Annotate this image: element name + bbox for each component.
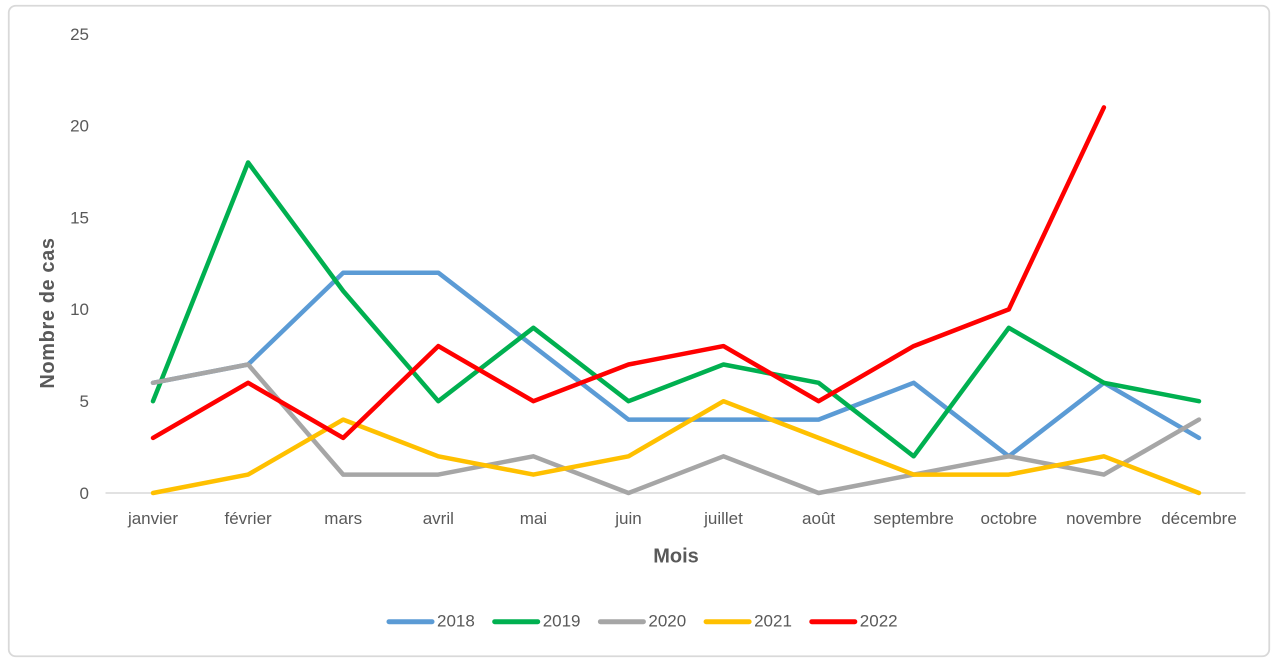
svg-text:décembre: décembre bbox=[1161, 509, 1237, 528]
svg-text:5: 5 bbox=[80, 392, 89, 411]
svg-text:Nombre de cas: Nombre de cas bbox=[37, 237, 59, 388]
svg-text:mai: mai bbox=[520, 509, 547, 528]
svg-text:juillet: juillet bbox=[703, 509, 743, 528]
svg-text:octobre: octobre bbox=[980, 509, 1037, 528]
svg-text:janvier: janvier bbox=[127, 509, 178, 528]
svg-text:25: 25 bbox=[70, 25, 89, 44]
svg-text:novembre: novembre bbox=[1066, 509, 1142, 528]
svg-text:février: février bbox=[224, 509, 272, 528]
svg-text:septembre: septembre bbox=[874, 509, 954, 528]
svg-text:2021: 2021 bbox=[754, 612, 792, 631]
svg-text:20: 20 bbox=[70, 117, 89, 136]
svg-text:2018: 2018 bbox=[437, 612, 475, 631]
svg-text:2020: 2020 bbox=[648, 612, 686, 631]
svg-text:Mois: Mois bbox=[653, 546, 699, 568]
svg-text:10: 10 bbox=[70, 300, 89, 319]
svg-text:juin: juin bbox=[614, 509, 641, 528]
svg-text:avril: avril bbox=[423, 509, 454, 528]
svg-text:0: 0 bbox=[80, 484, 89, 503]
svg-text:15: 15 bbox=[70, 208, 89, 227]
svg-text:2019: 2019 bbox=[543, 612, 581, 631]
svg-text:mars: mars bbox=[324, 509, 362, 528]
svg-text:2022: 2022 bbox=[860, 612, 898, 631]
svg-text:août: août bbox=[802, 509, 835, 528]
